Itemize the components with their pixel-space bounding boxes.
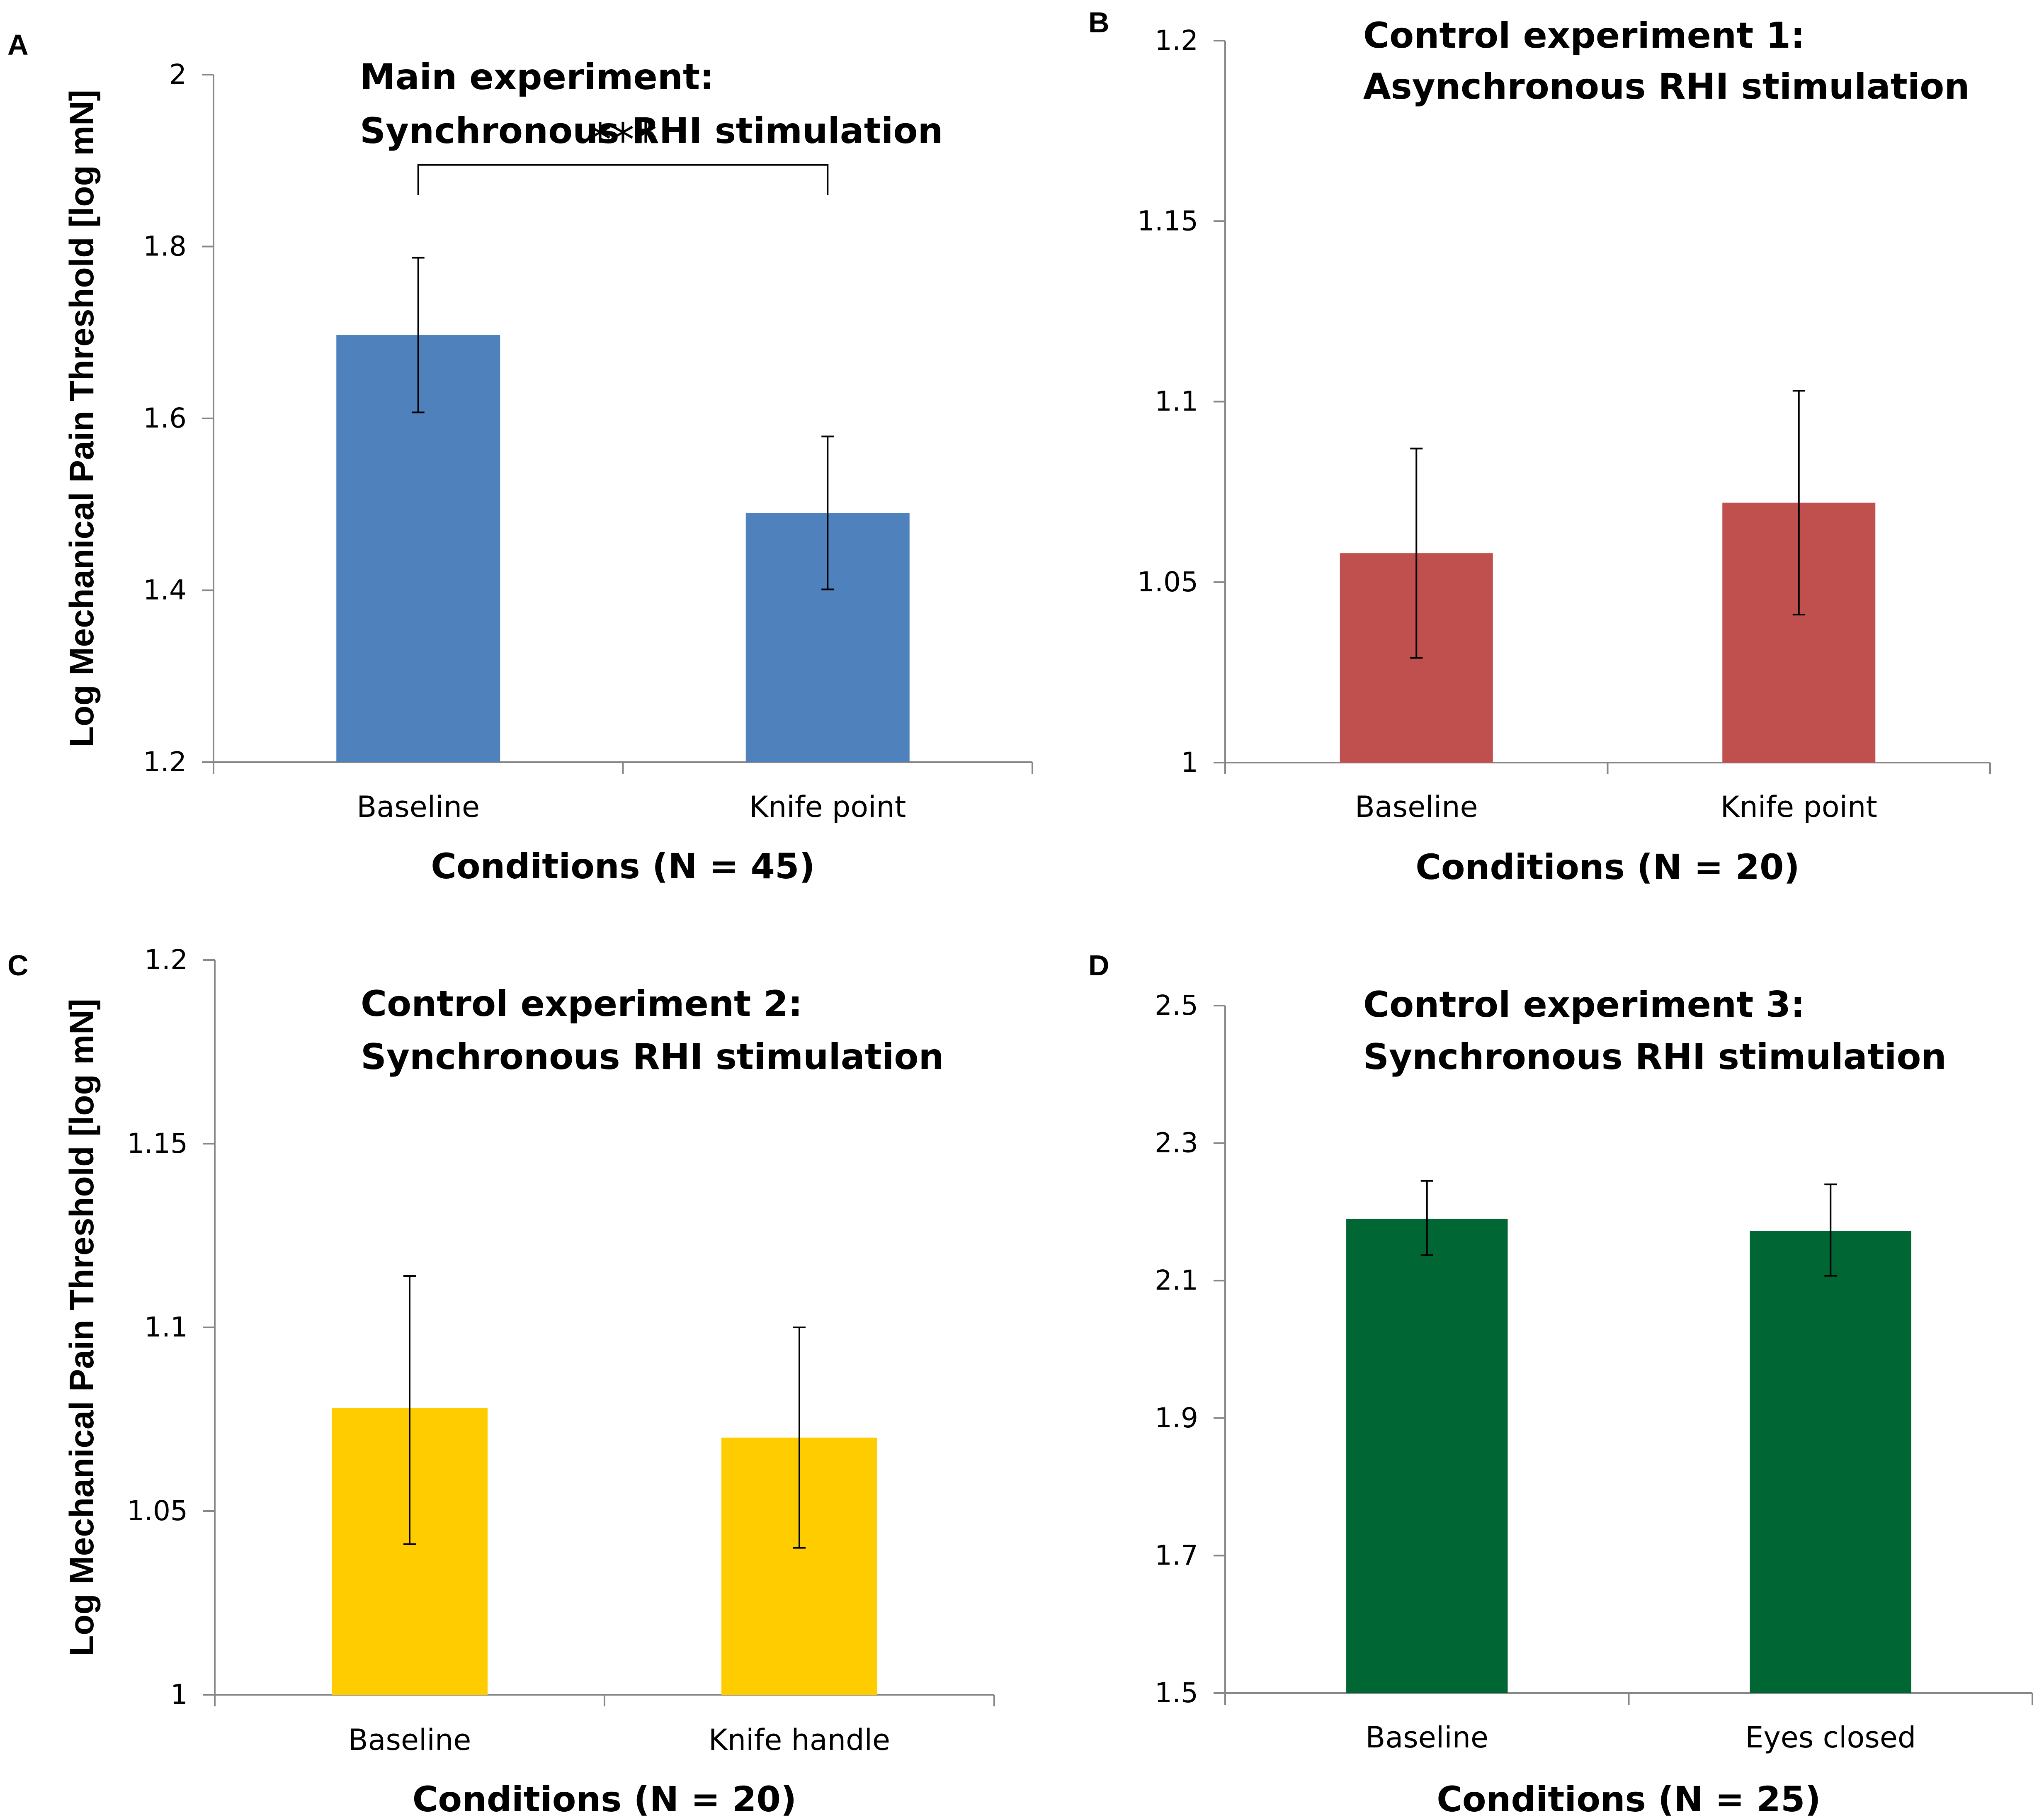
y-tick-label: 1.1 (144, 1311, 188, 1343)
x-category-label: Knife point (749, 790, 906, 824)
y-tick-label: 2 (169, 58, 187, 90)
y-tick-label: 1.15 (127, 1127, 188, 1159)
significance-label: *** (589, 114, 657, 167)
y-tick-label: 1.5 (1155, 1677, 1198, 1709)
x-category-label: Baseline (357, 790, 480, 824)
y-axis-label: Log Mechanical Pain Threshold [log mN] (63, 90, 101, 747)
y-tick-label: 1 (170, 1679, 188, 1711)
x-category-label: Knife point (1721, 790, 1877, 824)
y-tick-label: 1.4 (143, 574, 187, 606)
chart-title-line: Synchronous RHI stimulation (360, 110, 943, 152)
x-category-label: Baseline (1355, 790, 1478, 824)
chart-title-line: Synchronous RHI stimulation (1363, 1036, 1947, 1078)
panel-d: D Control experiment 3: Synchronous RHI st… (1088, 949, 2033, 1820)
x-category-label: Baseline (1365, 1720, 1488, 1754)
y-tick-label: 1.15 (1137, 205, 1198, 237)
y-tick-label: 1.8 (143, 231, 187, 262)
significance-bracket (417, 164, 829, 195)
panel-letter: A (7, 29, 29, 61)
x-axis-label: Conditions (N = 20) (1415, 847, 1800, 887)
chart-title-line: Synchronous RHI stimulation (361, 1036, 944, 1078)
y-tick-label: 1.2 (144, 944, 188, 976)
x-axis-label: Conditions (N = 45) (431, 846, 815, 887)
chart-title-line: Control experiment 1: (1363, 15, 1805, 56)
y-tick-label: 1.1 (1155, 386, 1198, 418)
panel-letter: B (1088, 6, 1109, 39)
y-tick-label: 1.2 (143, 746, 187, 778)
panel-a: A Main experiment: Synchronous RHI stimula… (7, 29, 1033, 887)
chart-title-line: Main experiment: (360, 56, 714, 98)
y-tick-label: 2.5 (1155, 989, 1198, 1021)
x-category-label: Knife handle (709, 1723, 890, 1757)
y-tick-label: 2.1 (1155, 1264, 1198, 1296)
chart-title-line: Asynchronous RHI stimulation (1363, 66, 1970, 107)
x-category-label: Baseline (348, 1723, 471, 1757)
panel-letter: D (1088, 949, 1109, 982)
panel-b: B Control experiment 1: Asynchronous RHI s… (1088, 6, 1991, 887)
y-tick-label: 1.05 (1137, 566, 1198, 598)
y-tick-label: 1 (1181, 746, 1198, 778)
y-tick-label: 1.6 (143, 402, 187, 434)
y-axis-label: Log Mechanical Pain Threshold [log mN] (63, 999, 101, 1656)
y-tick-label: 1.9 (1155, 1402, 1198, 1434)
panel-c: C Control experiment 2: Synchronous RHI st… (7, 944, 995, 1820)
chart-title-line: Control experiment 3: (1363, 984, 1805, 1025)
x-axis-label: Conditions (N = 25) (1437, 1779, 1821, 1820)
panel-letter: C (7, 949, 29, 982)
y-tick-label: 1.05 (127, 1495, 188, 1527)
bar-eyes-closed (1750, 1231, 1911, 1693)
bar-baseline (1346, 1218, 1508, 1693)
y-tick-label: 1.7 (1155, 1539, 1198, 1571)
x-category-label: Eyes closed (1745, 1720, 1916, 1754)
chart-title-line: Control experiment 2: (361, 983, 802, 1025)
y-tick-label: 2.3 (1155, 1127, 1198, 1159)
x-axis-label: Conditions (N = 20) (413, 1779, 797, 1820)
y-tick-label: 1.2 (1155, 24, 1198, 56)
